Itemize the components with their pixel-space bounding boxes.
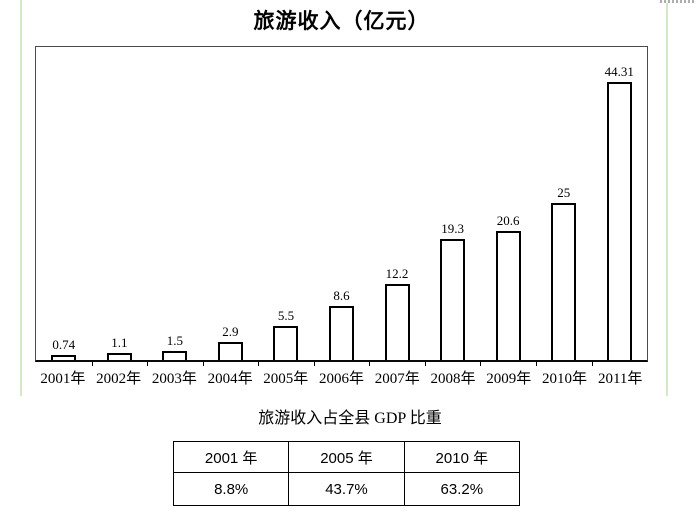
x-axis-label: 2003年 bbox=[151, 371, 197, 387]
bar-value-label: 1.1 bbox=[111, 335, 128, 350]
x-axis-label: 2008年 bbox=[430, 371, 476, 387]
gdp-table-value-cell: 63.2% bbox=[403, 472, 521, 506]
x-axis-tick bbox=[591, 362, 593, 366]
bar-slot: 20.6 bbox=[480, 47, 536, 360]
chart-title: 旅游收入（亿元） bbox=[253, 9, 430, 33]
bar-slot: 8.6 bbox=[314, 47, 370, 360]
bar-value-label: 19.3 bbox=[441, 221, 464, 236]
bar-value-label: 25 bbox=[557, 185, 571, 200]
bar bbox=[162, 351, 188, 360]
gdp-table-header-row: 2001 年 2005 年 2010 年 bbox=[172, 441, 521, 473]
gdp-table-title: 旅游收入占全县 GDP 比重 bbox=[258, 410, 442, 427]
bar-value-label: 2.9 bbox=[222, 324, 239, 339]
x-axis-label: 2006年 bbox=[319, 371, 365, 387]
corner-watermark-artifact bbox=[660, 0, 694, 3]
gdp-table-value-cell: 8.8% bbox=[172, 472, 290, 506]
x-axis-tick bbox=[258, 362, 260, 366]
x-axis-tick bbox=[369, 362, 371, 366]
x-axis-ticks bbox=[35, 362, 648, 367]
x-axis-tick bbox=[424, 362, 426, 366]
bar-value-label: 5.5 bbox=[277, 308, 295, 323]
bar bbox=[51, 355, 77, 360]
x-axis-labels: 2001年 2002年 2003年 2004年 2005年 2006年 2007年 2008年… bbox=[35, 367, 648, 388]
gdp-table-header-cell: 2005 年 bbox=[288, 441, 405, 473]
x-axis-label: 2010年 bbox=[541, 371, 587, 387]
bar bbox=[273, 326, 299, 360]
bar-slot: 25 bbox=[536, 47, 592, 360]
bar-slot: 19.3 bbox=[425, 47, 481, 360]
gdp-table-header-cell: 2001 年 bbox=[172, 441, 290, 473]
bar-slot: 44.31 bbox=[591, 47, 647, 360]
gdp-share-table: 2001 年 2005 年 2010 年 8.8% 43.7% 63.2% bbox=[172, 441, 521, 506]
bar bbox=[217, 342, 243, 360]
bar bbox=[606, 82, 632, 360]
bar-slot: 0.74 bbox=[36, 47, 92, 360]
x-axis-label: 2009年 bbox=[486, 371, 532, 387]
bar-value-label: 8.6 bbox=[333, 288, 350, 303]
bars-row: 0.74 1.1 1.5 2.9 5.5 8.6 12.2 19.3 20.6 25 44.31 bbox=[36, 47, 647, 360]
bar-slot: 5.5 bbox=[258, 47, 314, 360]
bar-value-label: 1.5 bbox=[166, 333, 183, 348]
bar bbox=[329, 306, 354, 360]
bar-slot: 2.9 bbox=[203, 47, 259, 360]
bar-chart-plot-area: 0.74 1.1 1.5 2.9 5.5 8.6 12.2 19.3 20.6 25 44.31 bbox=[35, 46, 648, 362]
x-axis-tick bbox=[480, 362, 482, 366]
x-axis-label: 2001年 bbox=[40, 371, 86, 387]
bar bbox=[440, 239, 466, 360]
x-axis-tick bbox=[313, 362, 315, 366]
bar-value-label: 20.6 bbox=[496, 213, 520, 228]
bar-slot: 1.5 bbox=[147, 47, 203, 360]
x-axis-label: 2007年 bbox=[374, 371, 420, 387]
bar-value-label: 0.74 bbox=[52, 337, 76, 352]
x-axis-tick bbox=[535, 362, 537, 366]
bar-value-label: 12.2 bbox=[385, 266, 409, 281]
page-guide-line-right bbox=[666, 0, 668, 396]
x-axis-label: 2011年 bbox=[597, 371, 643, 387]
bar bbox=[495, 231, 521, 360]
x-axis-tick bbox=[91, 362, 93, 366]
bar bbox=[551, 203, 577, 360]
bar-slot: 1.1 bbox=[92, 47, 148, 360]
gdp-table-value-row: 8.8% 43.7% 63.2% bbox=[172, 472, 521, 506]
x-axis-label: 2005年 bbox=[263, 371, 309, 387]
x-axis-label: 2004年 bbox=[207, 371, 253, 387]
bar-value-label: 44.31 bbox=[604, 64, 634, 79]
x-axis-tick bbox=[202, 362, 204, 366]
bar-slot: 12.2 bbox=[369, 47, 425, 360]
bar bbox=[384, 284, 410, 360]
gdp-table-header-cell: 2010 年 bbox=[403, 441, 521, 473]
bar bbox=[106, 353, 132, 360]
page-guide-line-left bbox=[20, 0, 22, 396]
x-axis-label: 2002年 bbox=[96, 371, 142, 387]
x-axis-tick bbox=[147, 362, 149, 366]
gdp-table-value-cell: 43.7% bbox=[288, 472, 405, 506]
